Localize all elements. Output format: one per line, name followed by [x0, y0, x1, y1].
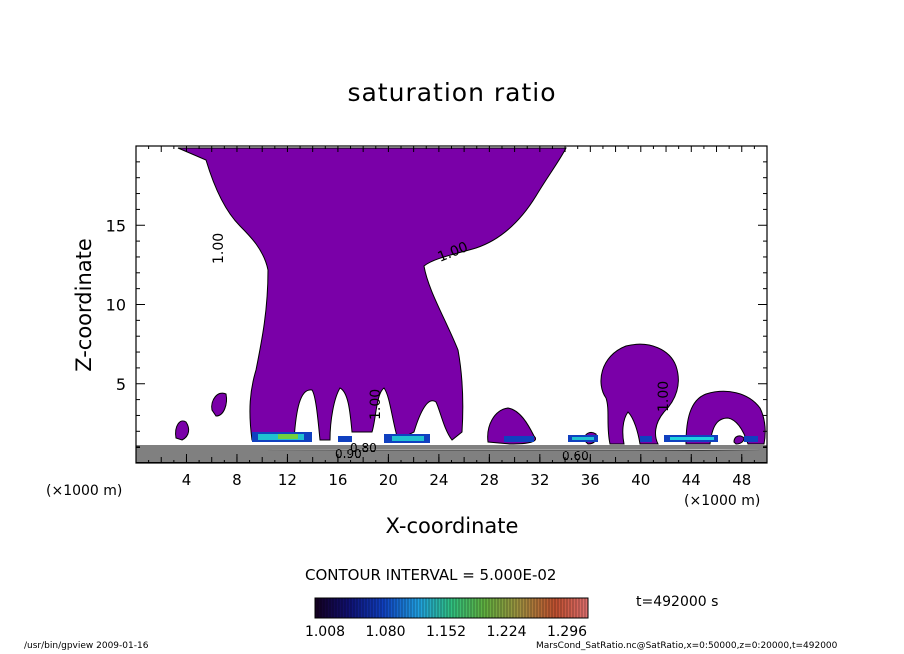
y-axis-label: Z-coordinate	[72, 238, 96, 372]
contour-label: 1.00	[368, 389, 384, 420]
contour-label: 0.90	[335, 447, 362, 461]
plume-main	[177, 147, 567, 441]
ground-contours	[136, 445, 767, 463]
x-axis-label: X-coordinate	[0, 514, 904, 538]
x-tick-label: 20	[379, 471, 398, 489]
y-tick-label: 15	[106, 216, 126, 235]
colorbar-tick-label: 1.152	[426, 624, 466, 640]
x-tick-label: 36	[581, 471, 600, 489]
contour-interval: CONTOUR INTERVAL = 5.000E-02	[305, 566, 557, 584]
chart-title: saturation ratio	[347, 78, 557, 107]
y-tick-label: 5	[116, 375, 126, 394]
colorbar-stripes	[317, 598, 586, 618]
colorbar-tick-label: 1.008	[305, 624, 345, 640]
colorbar-tick-label: 1.296	[547, 624, 587, 640]
x-tick-label: 24	[429, 471, 448, 489]
contour-label: 1.00	[211, 233, 227, 264]
contour-field: 1.00 1.00 1.00 1.00 0.90 0.60 0.80	[136, 147, 767, 463]
blob-mid	[487, 407, 536, 445]
x-tick-label: 44	[682, 471, 701, 489]
y-axis: 5 10 15	[106, 161, 767, 448]
colorbar-body	[314, 597, 589, 619]
blob-left-1	[175, 420, 190, 441]
x-unit-right: (×1000 m)	[684, 493, 761, 509]
contour-label: 1.00	[656, 381, 672, 412]
footer-right: MarsCond_SatRatio.nc@SatRatio,x=0:50000,…	[536, 641, 838, 651]
x-tick-label: 8	[232, 471, 242, 489]
time-label: t=492000 s	[636, 594, 719, 610]
x-axis-label-text: X-coordinate	[385, 514, 519, 538]
colorbar-tick-label: 1.080	[365, 624, 405, 640]
blob-right-1	[600, 343, 679, 445]
colorbar-labels: 1.008 1.080 1.152 1.224 1.296	[305, 624, 587, 640]
x-tick-label: 4	[182, 471, 192, 489]
y-tick-label: 10	[106, 296, 126, 315]
x-tick-label: 28	[480, 471, 499, 489]
footer-left: /usr/bin/gpview 2009-01-16	[24, 641, 149, 651]
x-tick-label: 32	[530, 471, 549, 489]
blob-small-2	[733, 435, 745, 445]
blob-left-2	[211, 392, 227, 417]
x-tick-label: 48	[732, 471, 751, 489]
x-tick-label: 12	[278, 471, 297, 489]
colorbar-tick-label: 1.224	[486, 624, 526, 640]
x-unit-left: (×1000 m)	[46, 483, 123, 499]
contour-label: 0.80	[350, 441, 377, 455]
contour-label: 0.60	[562, 449, 589, 463]
x-tick-label: 40	[631, 471, 650, 489]
x-tick-label: 16	[328, 471, 347, 489]
high-ratio-patches	[252, 432, 758, 443]
x-axis: 4 8 12 16 20 24 28 32 36 40 44 48	[148, 146, 755, 489]
colorbar: 1.008 1.080 1.152 1.224 1.296	[305, 597, 589, 640]
